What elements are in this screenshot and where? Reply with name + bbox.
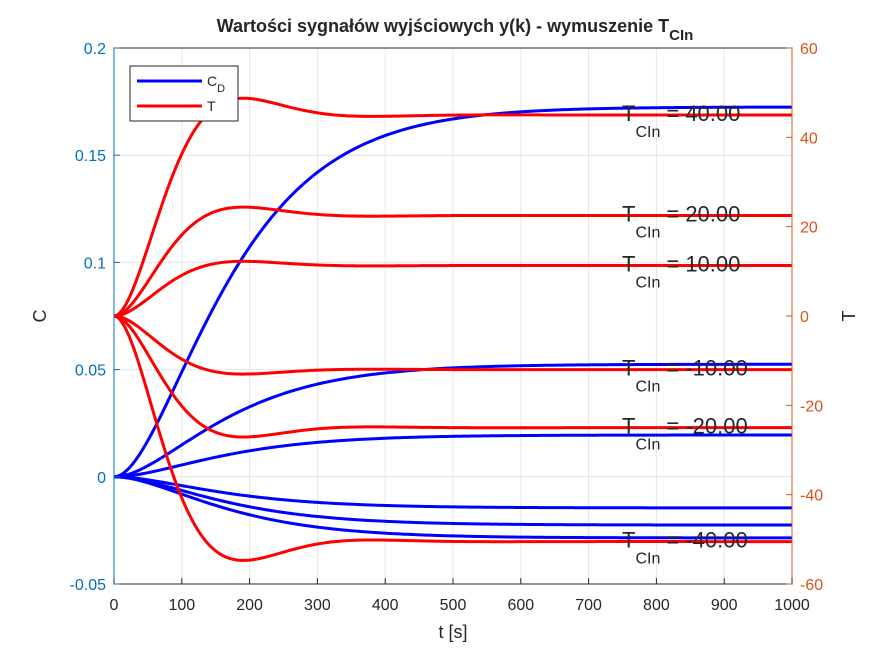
x-tick-label: 300 xyxy=(304,597,331,614)
x-tick-label: 200 xyxy=(236,597,263,614)
x-tick-label: 500 xyxy=(440,597,467,614)
series-c-line-5 xyxy=(113,475,793,540)
y-left-tick-label: 0.15 xyxy=(75,148,106,165)
y-left-tick-label: 0.2 xyxy=(84,41,106,58)
series-c-line-4 xyxy=(113,475,793,527)
annotation-label: TCIn= -20.00 xyxy=(622,414,748,454)
x-tick-label: 700 xyxy=(575,597,602,614)
annotation-label: TCIn= -40.00 xyxy=(622,528,748,568)
y-right-tick-label: -20 xyxy=(800,398,823,415)
legend: CD T xyxy=(129,65,239,122)
series-t-line-4 xyxy=(113,314,792,439)
series-t-line-5 xyxy=(113,314,792,562)
y-left-tick-label: 0.05 xyxy=(75,363,106,380)
x-tick-label: 800 xyxy=(643,597,670,614)
legend-label-t: T xyxy=(207,98,216,114)
legend-box xyxy=(129,65,239,122)
y-left-tick-label: 0 xyxy=(97,470,106,487)
series-t-line-3 xyxy=(113,314,792,376)
annotation-label: TCIn= 40.00 xyxy=(622,101,740,141)
x-tick-label: 900 xyxy=(711,597,738,614)
chart-title: Wartości sygnałów wyjściowych y(k) - wym… xyxy=(217,16,694,44)
y-axis-left-label: C xyxy=(30,310,50,323)
x-tick-label: 100 xyxy=(168,597,195,614)
y-right-tick-label: 20 xyxy=(800,220,818,237)
series-t-line-2 xyxy=(113,259,792,318)
y-right-tick-label: -40 xyxy=(800,488,823,505)
ticks: 0 100 200 300 400 500 600 700 800 900 1000-0.0500.… xyxy=(70,41,824,614)
series-c-line-1 xyxy=(113,362,793,479)
series-t-line-1 xyxy=(113,205,792,318)
annotation-label: TCIn= 20.00 xyxy=(622,202,740,242)
annotation-label: TCIn= -10.00 xyxy=(622,356,748,396)
series-c-line-0 xyxy=(113,105,793,479)
y-axis-right-label: T xyxy=(839,311,859,322)
annotation-label: TCIn= 10.00 xyxy=(622,252,740,292)
x-tick-label: 400 xyxy=(372,597,399,614)
y-right-tick-label: 0 xyxy=(800,309,809,326)
y-left-tick-label: 0.1 xyxy=(84,255,106,272)
x-axis-label: t [s] xyxy=(438,622,467,642)
y-right-tick-label: -60 xyxy=(800,577,823,594)
x-tick-label: 600 xyxy=(507,597,534,614)
x-tick-label: 1000 xyxy=(774,597,810,614)
x-tick-label: 0 xyxy=(110,597,119,614)
series-c-line-3 xyxy=(113,475,792,510)
y-right-tick-label: 60 xyxy=(800,41,818,58)
y-left-tick-label: -0.05 xyxy=(70,577,107,594)
series-c-line-2 xyxy=(113,433,793,479)
legend-label-c: CD xyxy=(207,73,225,95)
annotations: TCIn= 40.00 TCIn= 20.00 TCIn= 10.00 TCIn= -… xyxy=(622,101,748,568)
y-right-tick-label: 40 xyxy=(800,130,818,147)
